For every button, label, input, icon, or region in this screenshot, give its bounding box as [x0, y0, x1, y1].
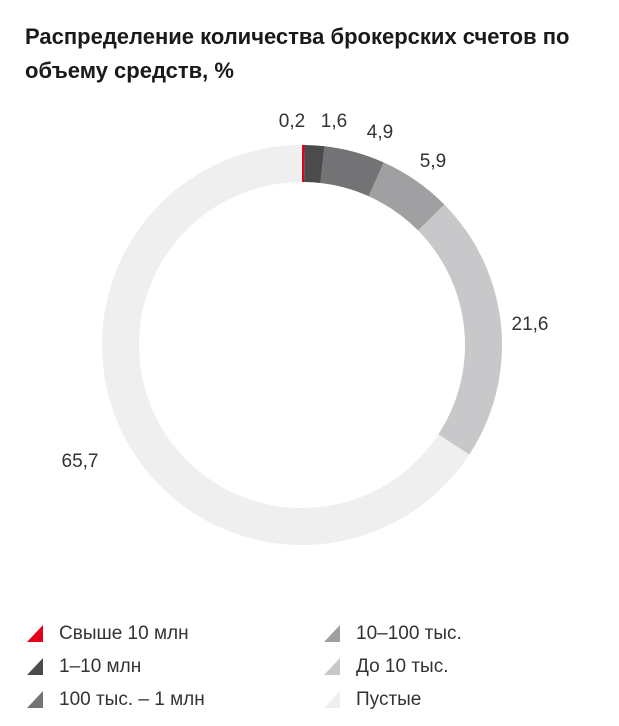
- slice: [368, 162, 445, 231]
- legend-marker: [324, 658, 340, 675]
- data-label: 5,9: [420, 151, 446, 172]
- data-label: 4,9: [367, 122, 393, 143]
- data-label: 1,6: [321, 111, 347, 132]
- legend-marker: [27, 658, 43, 675]
- chart-title: Распределение количества брокерских счет…: [25, 24, 570, 83]
- data-label: 65,7: [62, 451, 99, 472]
- data-label: 21,6: [512, 314, 549, 335]
- legend-marker: [27, 691, 43, 708]
- slice: [320, 146, 384, 197]
- legend-marker: [324, 625, 340, 642]
- legend-label: 1–10 млн: [59, 656, 141, 677]
- slice: [302, 145, 305, 183]
- legend-marker: [324, 691, 340, 708]
- slice: [304, 145, 325, 184]
- slice: [418, 204, 503, 455]
- legend-label: 10–100 тыс.: [356, 623, 462, 644]
- legend-label: Свыше 10 млн: [59, 623, 189, 644]
- legend-label: 100 тыс. – 1 млн: [59, 689, 205, 710]
- data-label: 0,2: [279, 111, 305, 132]
- legend-marker: [27, 625, 43, 642]
- legend-label: До 10 тыс.: [356, 656, 448, 677]
- legend-label: Пустые: [356, 689, 421, 710]
